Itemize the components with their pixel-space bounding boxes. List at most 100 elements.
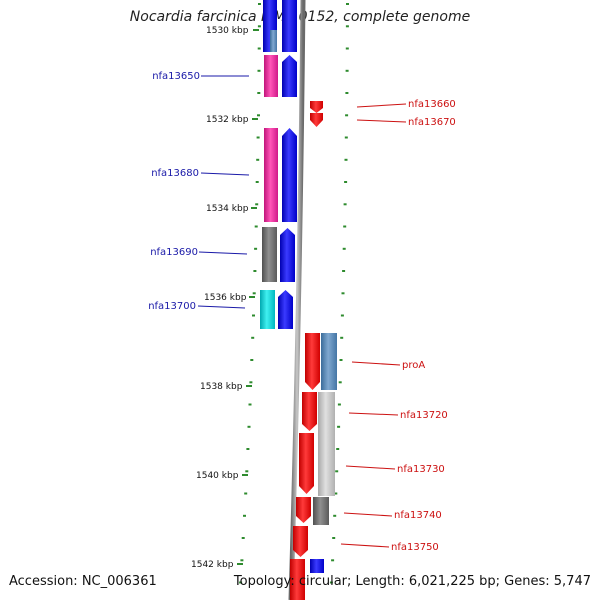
gene-label: nfa13680 (151, 168, 199, 179)
gene-block (264, 128, 278, 222)
tick-ruler-right (329, 3, 349, 584)
tick-mark (333, 514, 337, 517)
tick-mark (344, 181, 348, 183)
tick-mark (253, 270, 257, 272)
tick-mark (341, 292, 345, 295)
topology-summary: Topology: circular; Length: 6,021,225 bp… (233, 574, 591, 589)
tick-mark (257, 47, 261, 50)
tick-mark (254, 247, 258, 250)
tick-mark (345, 114, 349, 117)
tick-mark (335, 470, 339, 473)
gene-label: nfa13720 (400, 410, 448, 421)
tick-mark (345, 69, 349, 72)
gene-label: nfa13700 (148, 301, 196, 312)
tick-mark (243, 514, 246, 517)
tick-mark (329, 581, 333, 584)
tick-mark (239, 581, 243, 584)
scale-label: 1542 kbp (191, 560, 234, 570)
gene-label: nfa13750 (391, 542, 439, 553)
gene-labels-right: nfa13660 nfa13670 proA nfa13720 nfa13730… (340, 99, 456, 553)
scale-label-ticks (237, 29, 259, 565)
scale-label: 1532 kbp (206, 115, 249, 125)
tick-mark (248, 403, 252, 406)
tick-mark (257, 114, 260, 117)
scale-labels: 1530 kbp 1532 kbp 1534 kbp 1536 kbp 1538… (191, 26, 249, 570)
gene-label: nfa13740 (394, 510, 442, 521)
tick-mark (249, 381, 253, 384)
tick-mark (240, 559, 244, 562)
tick-mark (245, 470, 249, 473)
tick-mark (244, 492, 248, 495)
gene-arrow (278, 290, 293, 329)
tick-mark (241, 537, 245, 539)
tick-mark (339, 359, 343, 361)
gene-arrow (296, 497, 311, 523)
tick-mark (255, 203, 259, 206)
tick-mark (342, 247, 346, 250)
tick-mark (257, 25, 261, 28)
map-title: Nocardia farcinica IFM 10152, complete g… (129, 9, 471, 25)
tick-mark (338, 381, 342, 384)
scale-label: 1540 kbp (196, 471, 239, 481)
tick-ruler-left (239, 3, 261, 584)
tick-mark (257, 69, 261, 72)
gene-block (313, 497, 329, 525)
tick-mark (331, 559, 335, 562)
gene-arrow (305, 333, 320, 390)
gene-label: nfa13670 (408, 117, 456, 128)
gene-arrow (310, 113, 323, 127)
scale-label: 1538 kbp (200, 382, 243, 392)
scale-label: 1530 kbp (206, 26, 249, 36)
tick-mark (342, 270, 346, 272)
tick-mark (256, 158, 260, 161)
gene-arrow (282, 0, 297, 52)
gene-features-right (290, 101, 337, 600)
gene-block (321, 333, 337, 390)
gene-label: nfa13690 (150, 247, 198, 258)
tick-mark (258, 3, 261, 5)
tick-mark (252, 314, 255, 317)
gene-label: nfa13650 (152, 71, 200, 82)
gene-labels-left: nfa13650 nfa13680 nfa13690 nfa13700 (148, 71, 250, 312)
gene-block (310, 559, 324, 573)
tick-mark (252, 292, 256, 295)
tick-mark (346, 3, 349, 5)
tick-mark (345, 92, 349, 94)
gene-arrow (293, 526, 308, 557)
gene-label: nfa13730 (397, 464, 445, 475)
tick-mark (257, 92, 261, 94)
gene-label: proA (402, 360, 425, 371)
gene-arrow (282, 55, 297, 97)
gene-label: nfa13660 (408, 99, 456, 110)
gene-block (270, 30, 277, 52)
genome-backbone (288, 0, 306, 600)
tick-mark (343, 203, 347, 206)
tick-mark (344, 136, 348, 139)
tick-mark (251, 336, 255, 339)
gene-block (260, 290, 275, 329)
tick-mark (344, 158, 348, 161)
tick-mark (250, 359, 254, 361)
tick-mark (247, 425, 251, 428)
tick-mark (340, 336, 344, 339)
scale-label: 1536 kbp (204, 293, 247, 303)
tick-mark (332, 537, 336, 539)
tick-mark (254, 225, 258, 228)
gene-arrow (299, 433, 314, 494)
gene-block (264, 55, 278, 97)
tick-mark (334, 492, 338, 495)
gene-arrow (302, 392, 317, 431)
tick-mark (337, 425, 341, 428)
gene-block (318, 392, 335, 496)
tick-mark (246, 448, 250, 450)
accession-text: Accession: NC_006361 (9, 574, 157, 589)
gene-arrow (280, 228, 295, 282)
tick-mark (340, 314, 344, 317)
gene-arrow (310, 101, 323, 113)
gene-arrow (282, 128, 297, 222)
tick-mark (336, 448, 340, 450)
tick-mark (256, 136, 260, 139)
tick-mark (345, 25, 349, 28)
scale-label: 1534 kbp (206, 204, 249, 214)
